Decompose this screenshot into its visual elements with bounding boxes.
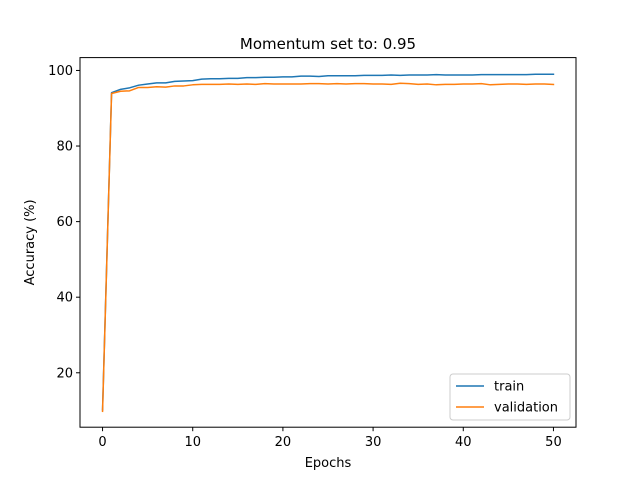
legend-label-validation: validation xyxy=(494,401,558,416)
x-axis-label: Epochs xyxy=(305,456,352,471)
legend: train validation xyxy=(449,373,571,421)
x-axis-ticks: 0 10 20 30 40 50 xyxy=(98,427,562,450)
series-line-train xyxy=(101,73,555,411)
series-layer xyxy=(101,73,555,413)
y-axis-ticks: 20 40 60 80 100 xyxy=(48,64,80,381)
legend-label-train: train xyxy=(494,380,524,395)
x-tick-label: 20 xyxy=(275,435,292,450)
y-tick-label: 80 xyxy=(56,140,73,155)
x-tick-label: 0 xyxy=(98,435,106,450)
x-tick-label: 50 xyxy=(545,435,562,450)
chart-title: Momentum set to: 0.95 xyxy=(240,35,416,53)
y-tick-label: 20 xyxy=(56,366,73,381)
plot-frame xyxy=(79,57,577,428)
series-line-validation xyxy=(101,82,555,413)
y-tick-label: 60 xyxy=(56,215,73,230)
y-axis-label: Accuracy (%) xyxy=(23,199,38,285)
y-tick-label: 100 xyxy=(48,64,73,79)
y-tick-label: 40 xyxy=(56,291,73,306)
x-tick-label: 40 xyxy=(455,435,472,450)
x-tick-label: 10 xyxy=(184,435,201,450)
x-tick-label: 30 xyxy=(365,435,382,450)
